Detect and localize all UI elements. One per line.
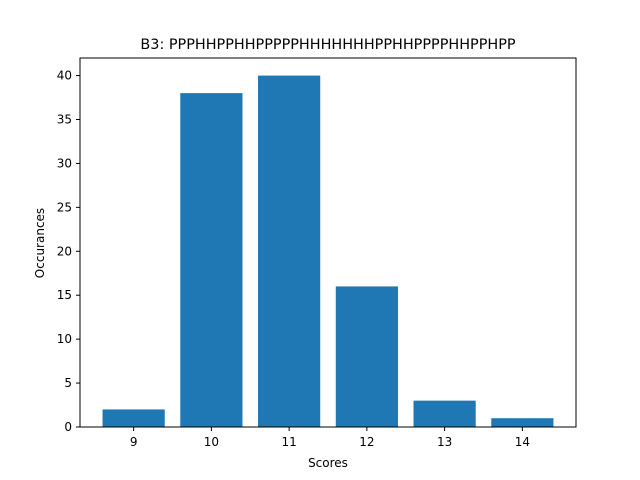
x-axis: 9 10 11 12 13 14 xyxy=(130,427,530,449)
bar-10 xyxy=(180,93,243,428)
y-tick-label: 0 xyxy=(64,420,72,434)
y-tick-label: 35 xyxy=(57,113,72,127)
x-tick-label: 11 xyxy=(281,435,296,449)
bar-14 xyxy=(491,418,554,427)
bars-group xyxy=(102,75,554,428)
x-axis-label: Scores xyxy=(308,456,348,470)
y-axis: 0 5 10 15 20 25 30 35 40 xyxy=(57,69,80,434)
bar-9 xyxy=(102,409,165,427)
chart-title: B3: PPPHHPPHHPPPPPHHHHHHHPPHHPPPPHHPPHPP xyxy=(140,37,515,53)
y-tick-label: 30 xyxy=(57,156,72,170)
bar-11 xyxy=(258,75,321,428)
x-tick-label: 14 xyxy=(515,435,530,449)
x-tick-label: 10 xyxy=(204,435,219,449)
bar-13 xyxy=(413,400,476,427)
y-tick-label: 25 xyxy=(57,200,72,214)
bar-12 xyxy=(335,286,398,427)
y-tick-label: 15 xyxy=(57,288,72,302)
y-axis-label: Occurances xyxy=(33,208,47,278)
y-tick-label: 10 xyxy=(57,332,72,346)
y-tick-label: 20 xyxy=(57,244,72,258)
plot-frame xyxy=(79,57,577,428)
y-tick-label: 5 xyxy=(64,376,72,390)
x-tick-label: 9 xyxy=(130,435,138,449)
x-tick-label: 12 xyxy=(359,435,374,449)
y-tick-label: 40 xyxy=(57,69,72,83)
x-tick-label: 13 xyxy=(437,435,452,449)
